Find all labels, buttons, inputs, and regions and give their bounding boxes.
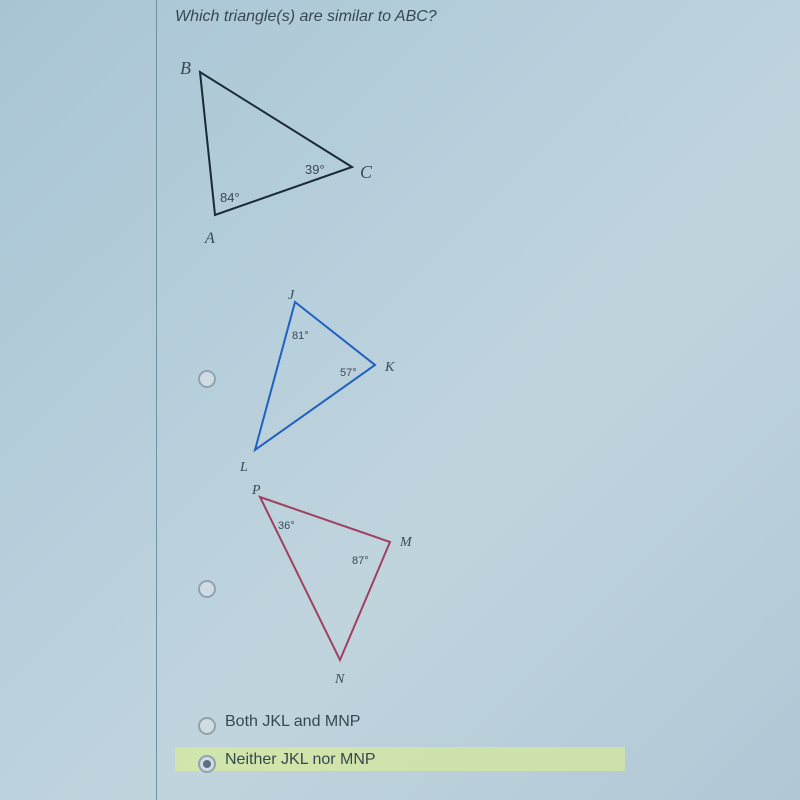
angle-p-mnp: 36° xyxy=(278,520,295,532)
option-neither-text: Neither JKL nor MNP xyxy=(225,751,376,769)
radio-both[interactable] xyxy=(198,717,216,735)
triangle-mnp xyxy=(0,0,800,800)
angle-m-mnp: 87° xyxy=(352,555,369,567)
vertex-p-label: P xyxy=(252,483,261,499)
radio-mnp[interactable] xyxy=(198,580,216,598)
radio-neither[interactable] xyxy=(198,755,216,773)
option-both-text: Both JKL and MNP xyxy=(225,713,360,731)
vertex-n-label: N xyxy=(335,672,344,688)
vertex-m-label: M xyxy=(400,535,412,551)
